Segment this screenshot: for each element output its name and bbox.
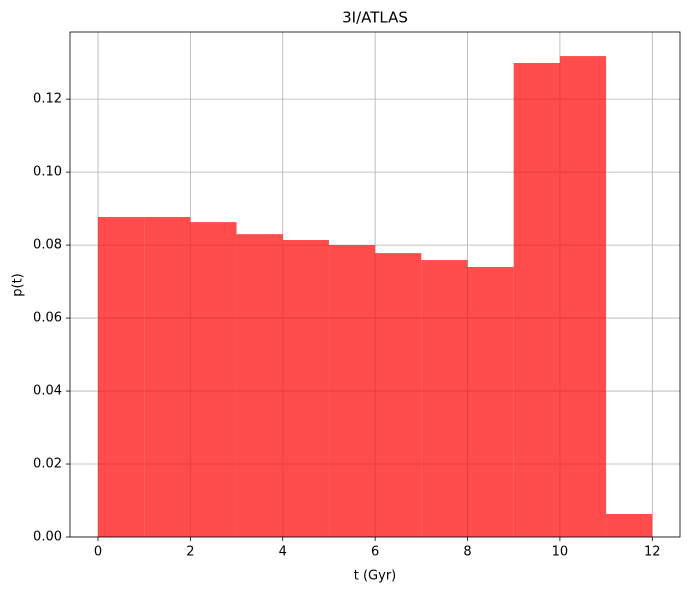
y-tick-label: 0.12 xyxy=(33,92,62,107)
bar xyxy=(467,266,514,537)
y-tick-label: 0.04 xyxy=(33,384,62,399)
x-tick-label: 2 xyxy=(186,545,194,560)
bar xyxy=(559,56,607,538)
bar xyxy=(421,260,468,537)
x-tick-label: 6 xyxy=(371,545,379,560)
chart-title: 3I/ATLAS xyxy=(342,9,408,27)
y-tick-label: 0.06 xyxy=(33,311,62,326)
x-tick-label: 12 xyxy=(644,545,661,560)
bar xyxy=(282,239,329,537)
bar xyxy=(97,216,145,537)
bar xyxy=(513,63,560,538)
y-tick-label: 0.02 xyxy=(33,457,62,472)
bar xyxy=(328,245,376,538)
y-axis-label: p(t) xyxy=(11,273,26,297)
bar xyxy=(236,234,283,538)
x-tick-label: 4 xyxy=(279,545,287,560)
bar xyxy=(190,222,237,537)
bar xyxy=(144,216,191,537)
y-tick-label: 0.10 xyxy=(33,165,62,180)
y-tick-label: 0.08 xyxy=(33,238,62,253)
x-axis-label: t (Gyr) xyxy=(354,569,397,584)
bar xyxy=(606,514,653,537)
x-tick-label: 0 xyxy=(94,545,102,560)
y-tick-label: 0.00 xyxy=(33,530,62,545)
x-tick-label: 10 xyxy=(552,545,569,560)
bar xyxy=(375,253,422,538)
plot-frame xyxy=(69,31,681,538)
x-tick-label: 8 xyxy=(463,545,471,560)
